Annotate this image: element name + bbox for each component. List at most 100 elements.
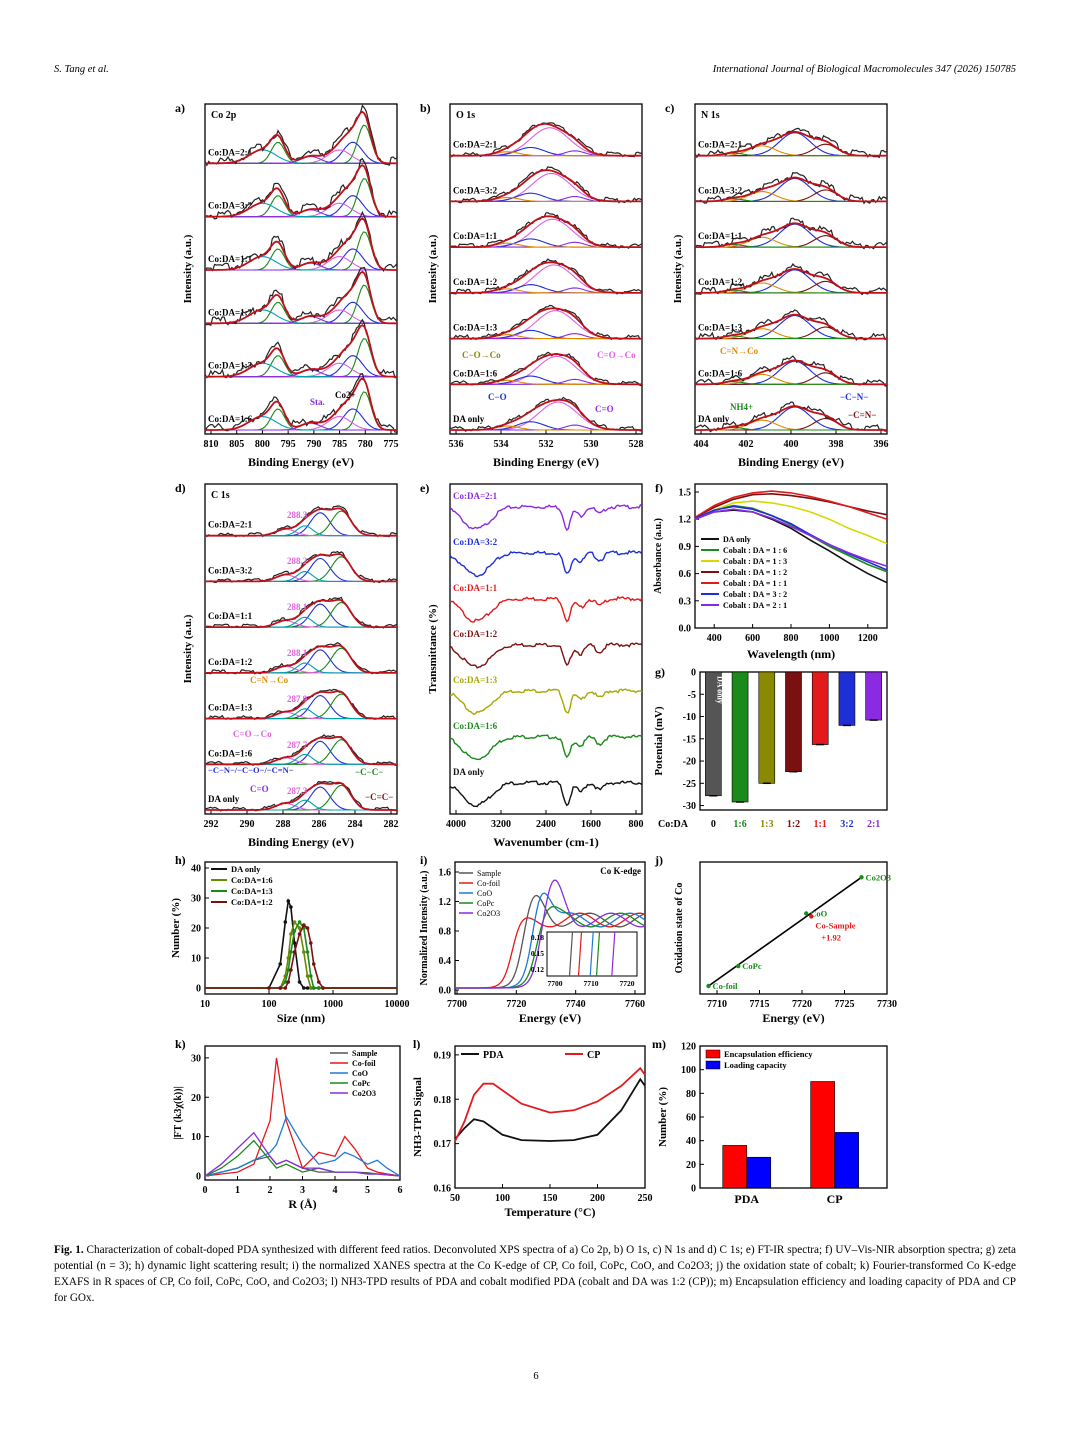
fit-envelope [205,644,397,674]
dls-point [297,980,302,984]
zeta-bar [865,671,882,721]
fit-envelope [205,324,397,378]
point-value: +1.92 [821,932,841,942]
y-axis-label: Number (%) [657,1087,669,1147]
legend-label: Sample [352,1049,378,1058]
dls-point [286,980,291,984]
x-tick-label: 7740 [566,999,586,1010]
fit-envelope [205,217,397,271]
y-tick-label: 30 [191,1053,201,1064]
y-tick-label: -15 [683,734,696,745]
dls-point [289,932,293,936]
xanes-frame [454,861,646,995]
sample-label: Co:DA=1:6 [453,368,498,378]
dls-point [305,926,310,930]
legend-label: CoO [477,889,492,898]
sample-label: DA only [208,794,240,804]
fit-envelope [450,123,642,157]
legend-label: Co-foil [477,879,501,888]
point-label: Co2O3 [866,872,892,882]
annotation: −C−N− [840,392,868,402]
sample-label: DA only [453,767,485,777]
sample-label: Co:DA=1:2 [208,307,253,317]
legend-label: Co-foil [352,1059,376,1068]
point-label: Co-Sample [815,920,855,930]
dls-point [286,968,291,972]
y-tick-label: 20 [191,924,201,935]
panel-title: O 1s [456,110,475,121]
legend-label: Cobalt : DA = 1 : 1 [723,579,787,588]
y-tick-label: 0.0 [439,986,452,997]
dls-point [305,950,310,954]
annotation: Sta. [310,397,325,407]
dls-point [289,968,293,972]
annotation: C−O [488,392,507,402]
uvvis-series [694,490,888,520]
point-label: CoPc [742,961,762,971]
x-tick-label: 402 [739,439,754,450]
fit-envelope [695,130,887,157]
x-tick-label: 396 [874,439,889,450]
panel-letter: j) [654,853,663,867]
x-tick-label: 2400 [536,819,556,830]
sample-label: Co:DA=1:2 [208,657,253,667]
x-tick-label: 290 [240,819,255,830]
x-axis-label: Size (nm) [277,1011,325,1025]
dls-point [321,986,325,990]
x-tick-label: 780 [358,439,373,450]
inset-tick: 7710 [584,979,599,988]
x-tick-label: 532 [539,439,554,450]
y-tick-label: 0.9 [679,542,692,553]
ftir-spectrum [449,549,643,578]
panel-title: C 1s [211,490,230,501]
x-axis-label: R (Å) [288,1197,316,1211]
sample-label: Co:DA=1:1 [453,583,498,593]
uvvis-series [694,508,888,568]
dls-point [286,899,291,903]
y-tick-label: -5 [688,690,696,701]
legend-label: Cobalt : DA = 2 : 1 [723,601,787,610]
y-axis-label: Intensity (a.u.) [182,614,194,683]
inset-curve [577,931,583,977]
dls-point [292,920,297,924]
sample-label: Co:DA=1:3 [698,323,743,333]
x-tick-label: 7715 [750,999,770,1010]
x-axis-label: Temperature (°C) [504,1205,595,1219]
xanes-spectrum [455,879,646,989]
oxidation-point [804,911,809,916]
y-tick-label: 10 [191,1132,201,1143]
oxidation-point [809,914,814,919]
fit-envelope [205,690,397,720]
legend-label: Sample [477,869,501,878]
y-tick-label: -25 [683,779,696,790]
sample-label: Co:DA=1:3 [453,675,498,685]
legend-label: Cobalt : DA = 3 : 2 [723,590,787,599]
y-axis-label: Intensity (a.u.) [182,234,194,303]
xps-frame-a [204,103,398,435]
dls-point [283,986,288,990]
legend-label: DA only [723,535,751,544]
x-axis-label: Wavenumber (cm-1) [493,835,598,849]
x-tick-label: 7720 [506,999,526,1010]
legend-label: Co:DA=1:6 [231,875,273,885]
ftir-spectrum [449,688,643,716]
dls-point [297,926,302,930]
xps-frame-d [204,483,398,815]
x-tick-label: 795 [281,439,296,450]
x-tick-label: 0 [203,1185,208,1196]
x-tick-label: 292 [204,819,219,830]
fit-envelope [450,307,642,340]
x-tick-label: 0 [711,819,716,830]
y-axis-label: Intensity (a.u.) [427,234,439,303]
sample-label: Co:DA=1:2 [453,277,498,287]
x-axis-label: Binding Energy (eV) [493,455,599,469]
legend-label: PDA [483,1050,504,1061]
inset-tick: 0.15 [531,949,544,958]
y-tick-label: -20 [683,757,696,768]
legend-label: Loading capacity [724,1060,787,1070]
sample-label: Co:DA=1:6 [208,414,253,424]
sample-label: Co:DA=3:2 [453,185,498,195]
y-tick-label: 20 [686,1160,696,1171]
sample-label: Co:DA=1:6 [698,368,743,378]
zeta-bar [785,671,802,773]
